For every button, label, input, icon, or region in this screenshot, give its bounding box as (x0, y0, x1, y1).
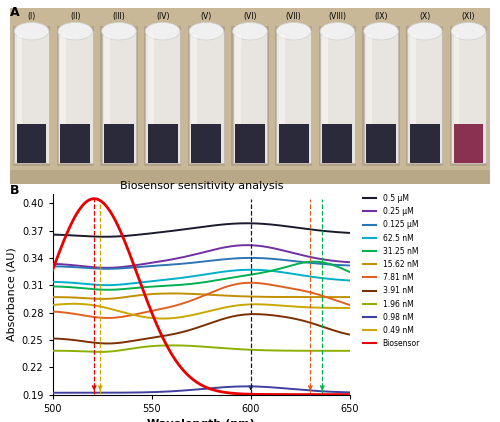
Bar (232, 26, 268, 166)
Bar (104, 35, 110, 124)
Text: (VII): (VII) (286, 12, 302, 21)
Text: A: A (10, 6, 20, 19)
Text: (V): (V) (200, 12, 212, 21)
Bar (188, 26, 225, 166)
Bar (322, 35, 328, 124)
Ellipse shape (408, 22, 442, 40)
Bar (410, 35, 416, 124)
Bar (408, 31, 442, 162)
Ellipse shape (189, 22, 224, 40)
Bar (454, 124, 484, 162)
Text: (X): (X) (419, 12, 430, 21)
Bar (454, 35, 460, 124)
Bar (276, 31, 311, 162)
Bar (16, 35, 22, 124)
X-axis label: Wavelength (nm): Wavelength (nm) (148, 419, 255, 422)
Bar (56, 26, 94, 166)
Bar (366, 124, 396, 162)
Bar (320, 31, 354, 162)
Bar (146, 31, 180, 162)
Bar (16, 124, 46, 162)
Bar (60, 124, 90, 162)
Bar (318, 26, 356, 166)
Bar (148, 124, 178, 162)
Text: B: B (10, 184, 20, 197)
Bar (148, 35, 154, 124)
Text: (II): (II) (70, 12, 80, 21)
Text: (III): (III) (112, 12, 126, 21)
Bar (189, 31, 224, 162)
Ellipse shape (276, 22, 311, 40)
Y-axis label: Absorbance (AU): Absorbance (AU) (6, 247, 16, 341)
Bar (58, 31, 92, 162)
Bar (60, 35, 66, 124)
Text: (IV): (IV) (156, 12, 170, 21)
Ellipse shape (102, 22, 136, 40)
Bar (450, 26, 487, 166)
Text: (XI): (XI) (462, 12, 475, 21)
Bar (13, 26, 51, 166)
Bar (406, 26, 444, 166)
Bar (322, 124, 352, 162)
Bar (410, 124, 440, 162)
Bar (192, 124, 221, 162)
Bar (366, 35, 372, 124)
Ellipse shape (320, 22, 354, 40)
Bar (275, 26, 312, 166)
Bar (14, 31, 49, 162)
Ellipse shape (14, 22, 49, 40)
Text: (IX): (IX) (374, 12, 388, 21)
Text: (VIII): (VIII) (328, 12, 346, 21)
Text: (VI): (VI) (243, 12, 257, 21)
Bar (232, 31, 268, 162)
Bar (235, 35, 241, 124)
Bar (192, 35, 197, 124)
Bar (362, 26, 400, 166)
Legend: 0.5 μM, 0.25 μM, 0.125 μM, 62.5 nM, 31.25 nM, 15.62 nM, 7.81 nM, 3.91 nM, 1.96 n: 0.5 μM, 0.25 μM, 0.125 μM, 62.5 nM, 31.2… (362, 194, 420, 348)
Bar (279, 124, 308, 162)
Bar (235, 124, 265, 162)
Ellipse shape (451, 22, 486, 40)
Title: Biosensor sensitivity analysis: Biosensor sensitivity analysis (120, 181, 283, 191)
Bar (451, 31, 486, 162)
Bar (102, 31, 136, 162)
Ellipse shape (232, 22, 268, 40)
Ellipse shape (146, 22, 180, 40)
Ellipse shape (364, 22, 398, 40)
Bar (104, 124, 134, 162)
Ellipse shape (58, 22, 92, 40)
Bar (100, 26, 138, 166)
Bar (144, 26, 182, 166)
Bar (279, 35, 284, 124)
Bar (364, 31, 398, 162)
Text: (I): (I) (28, 12, 36, 21)
